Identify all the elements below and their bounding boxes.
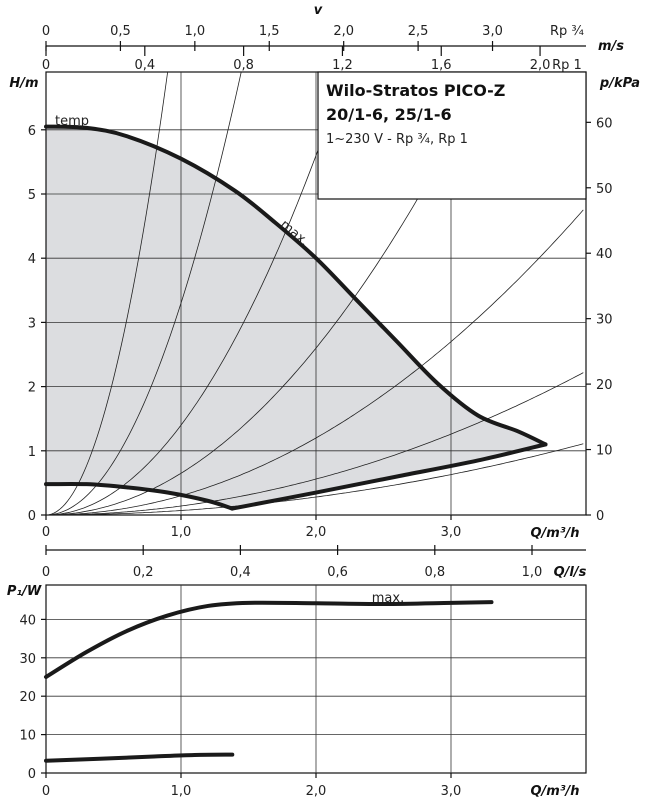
h-axis-tick-label: 3	[28, 316, 36, 331]
ls-axis-label: Q/l/s	[554, 565, 587, 580]
q2-axis-tick-label: 2,0	[306, 784, 327, 799]
temp-curve	[44, 481, 235, 511]
p-axis-tick-label: 20	[596, 378, 613, 393]
system-curve	[46, 72, 169, 515]
system-curve	[46, 72, 347, 515]
ls-axis-tick-label: 1,0	[522, 565, 543, 580]
p-axis-label: p/kPa	[599, 76, 640, 91]
q2-axis-tick-label: 1,0	[171, 784, 192, 799]
p-axis-tick-label: 50	[596, 182, 613, 197]
system-curve	[46, 209, 584, 515]
chart-subtitle: 20/1-6, 25/1-6	[326, 105, 452, 124]
p1-axis-tick-label: 10	[19, 729, 36, 744]
ls-axis-tick-label: 0,8	[424, 565, 445, 580]
v-axis-1-tick-label: 3,0	[482, 24, 503, 39]
q-axis-tick-label: 2,0	[306, 525, 327, 540]
q-axis-tick-label: 0	[42, 525, 50, 540]
temp-series-label: temp	[55, 114, 89, 129]
ls-axis-tick-label: 0	[42, 565, 50, 580]
p-axis-tick-label: 10	[596, 444, 613, 459]
system-curve	[46, 72, 242, 515]
v-axis-2-tick-label: 0	[42, 58, 50, 73]
v-axis-2-tick-label: 1,6	[431, 58, 452, 73]
ls-axis-tick-label: 0,4	[230, 565, 251, 580]
max-curve	[44, 124, 548, 447]
q2-axis-label: Q/m³/h	[530, 784, 579, 799]
p1-axis-tick-label: 20	[19, 690, 36, 705]
ls-axis-tick-label: 0,2	[133, 565, 154, 580]
system-curve	[46, 372, 584, 515]
p-axis-tick-label: 40	[596, 247, 613, 262]
system-curve	[46, 443, 584, 515]
p1-axis-tick-label: 40	[19, 613, 36, 628]
h-axis-tick-label: 2	[28, 381, 36, 396]
p1-axis-label: P₁/W	[7, 584, 42, 599]
p1-axis-tick-label: 30	[19, 652, 36, 667]
power-max-curve	[44, 600, 494, 679]
p-axis-tick-label: 60	[596, 116, 613, 131]
v-axis-2-tick-label: 0,8	[233, 58, 254, 73]
v-axis-1-tick-label: 1,5	[259, 24, 280, 39]
q2-axis-tick-label: 3,0	[441, 784, 462, 799]
h-axis-tick-label: 0	[28, 509, 36, 524]
min-curve	[230, 442, 548, 511]
h-axis-tick-label: 1	[28, 445, 36, 460]
title-box	[317, 71, 587, 200]
v-axis-2-end-label: Rp 1	[552, 58, 582, 73]
v-axis-1-tick-label: 2,0	[333, 24, 354, 39]
v-axis-2-tick-label: 0,4	[134, 58, 155, 73]
h-axis-label: H/m	[9, 76, 38, 91]
h-axis-tick-label: 5	[28, 188, 36, 203]
chart-title: Wilo-Stratos PICO-Z	[326, 81, 505, 100]
chart-note: 1~230 V - Rp ¾, Rp 1	[326, 132, 468, 147]
v-axis-1-tick-label: 0,5	[110, 24, 131, 39]
power-max-label: max.	[372, 591, 404, 606]
v-axis-label: v	[314, 3, 323, 18]
v-axis-1-end-label: Rp ¾	[550, 24, 584, 39]
p-axis-tick-label: 0	[596, 509, 604, 524]
q-axis-label: Q/m³/h	[530, 526, 579, 541]
v-axis-unit-label: m/s	[598, 39, 624, 54]
v-axis-2-tick-label: 1,2	[332, 58, 353, 73]
q-axis-tick-label: 3,0	[441, 525, 462, 540]
system-curve	[46, 72, 487, 515]
h-axis-tick-label: 6	[28, 124, 36, 139]
v-axis-1-tick-label: 1,0	[184, 24, 205, 39]
power-min-curve	[44, 752, 235, 763]
ls-axis-tick-label: 0,6	[327, 565, 348, 580]
q2-axis-tick-label: 0	[42, 784, 50, 799]
v-axis-1-tick-label: 2,5	[408, 24, 429, 39]
p-axis-tick-label: 30	[596, 313, 613, 328]
p1-axis-tick-label: 0	[28, 767, 36, 782]
v-axis-1-tick-label: 0	[42, 24, 50, 39]
q-axis-tick-label: 1,0	[171, 525, 192, 540]
h-axis-tick-label: 4	[28, 252, 36, 267]
operating-range-area	[46, 126, 546, 509]
v-axis-2-tick-label: 2,0	[530, 58, 551, 73]
